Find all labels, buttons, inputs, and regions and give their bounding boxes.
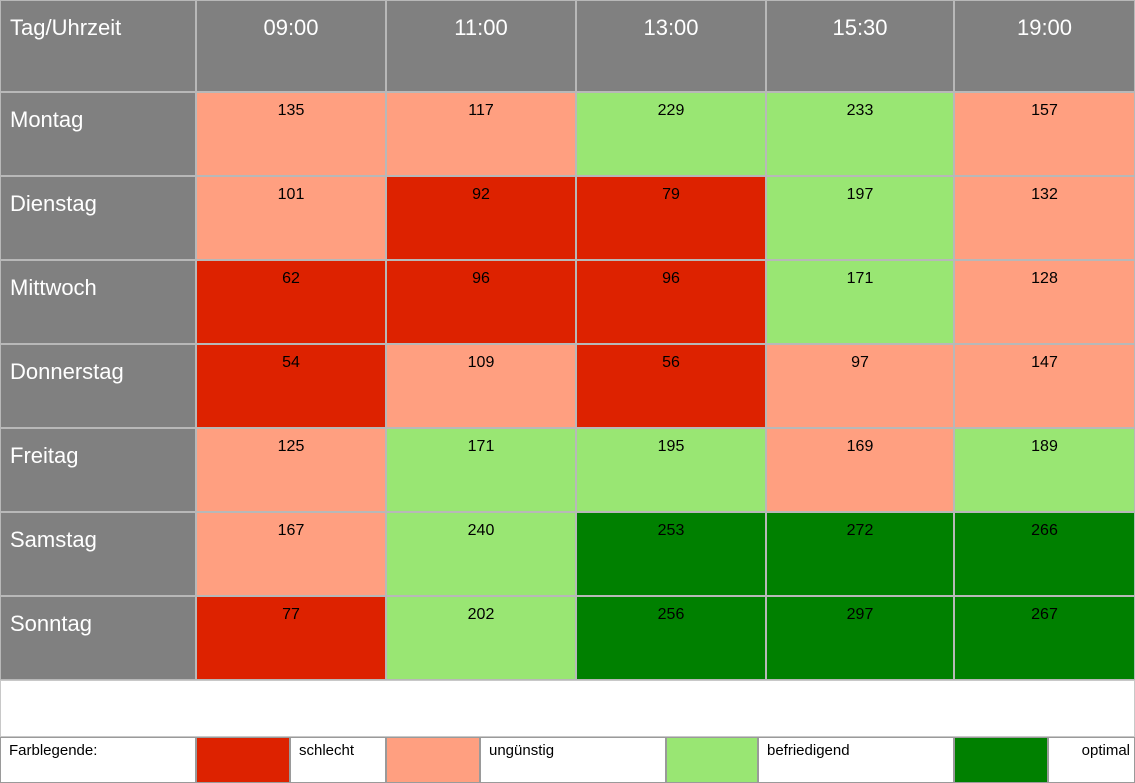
heatmap-cell: 125 [196,428,386,512]
column-header: 19:00 [954,0,1135,92]
heatmap-cell: 195 [576,428,766,512]
heatmap-cell: 96 [576,260,766,344]
heatmap-cell: 56 [576,344,766,428]
heatmap-cell: 233 [766,92,954,176]
legend-swatch-befriedigend [666,737,758,783]
heatmap-cell: 169 [766,428,954,512]
heatmap-cell: 267 [954,596,1135,680]
heatmap-cell: 157 [954,92,1135,176]
heatmap-cell: 272 [766,512,954,596]
heatmap-cell: 135 [196,92,386,176]
heatmap-cell: 167 [196,512,386,596]
heatmap-cell: 229 [576,92,766,176]
spacer-row [0,680,1135,737]
heatmap-cell: 132 [954,176,1135,260]
row-header: Samstag [0,512,196,596]
heatmap-cell: 92 [386,176,576,260]
heatmap-cell: 128 [954,260,1135,344]
heatmap-cell: 256 [576,596,766,680]
heatmap-cell: 96 [386,260,576,344]
heatmap-cell: 297 [766,596,954,680]
row-header: Mittwoch [0,260,196,344]
column-header: 15:30 [766,0,954,92]
row-header: Donnerstag [0,344,196,428]
legend-swatch-schlecht [196,737,290,783]
legend-title: Farblegende: [0,737,196,783]
heatmap-cell: 189 [954,428,1135,512]
heatmap-cell: 101 [196,176,386,260]
heatmap-cell: 197 [766,176,954,260]
legend-label-unguenstig: ungünstig [480,737,666,783]
column-header: 13:00 [576,0,766,92]
heatmap-cell: 77 [196,596,386,680]
legend-label-optimal: optimal [1048,737,1135,783]
heatmap-cell: 171 [386,428,576,512]
legend-swatch-unguenstig [386,737,480,783]
heatmap-cell: 62 [196,260,386,344]
heatmap-cell: 54 [196,344,386,428]
row-header: Dienstag [0,176,196,260]
row-header: Freitag [0,428,196,512]
corner-header: Tag/Uhrzeit [0,0,196,92]
column-header: 09:00 [196,0,386,92]
heatmap-cell: 266 [954,512,1135,596]
legend-label-befriedigend: befriedigend [758,737,954,783]
legend-label-schlecht: schlecht [290,737,386,783]
heatmap-cell: 147 [954,344,1135,428]
column-header: 11:00 [386,0,576,92]
heatmap-cell: 171 [766,260,954,344]
row-header: Sonntag [0,596,196,680]
row-header: Montag [0,92,196,176]
heatmap-cell: 97 [766,344,954,428]
heatmap-cell: 79 [576,176,766,260]
heatmap-cell: 240 [386,512,576,596]
heatmap-cell: 253 [576,512,766,596]
heatmap-cell: 109 [386,344,576,428]
heatmap-cell: 117 [386,92,576,176]
heatmap-cell: 202 [386,596,576,680]
legend-swatch-optimal [954,737,1048,783]
